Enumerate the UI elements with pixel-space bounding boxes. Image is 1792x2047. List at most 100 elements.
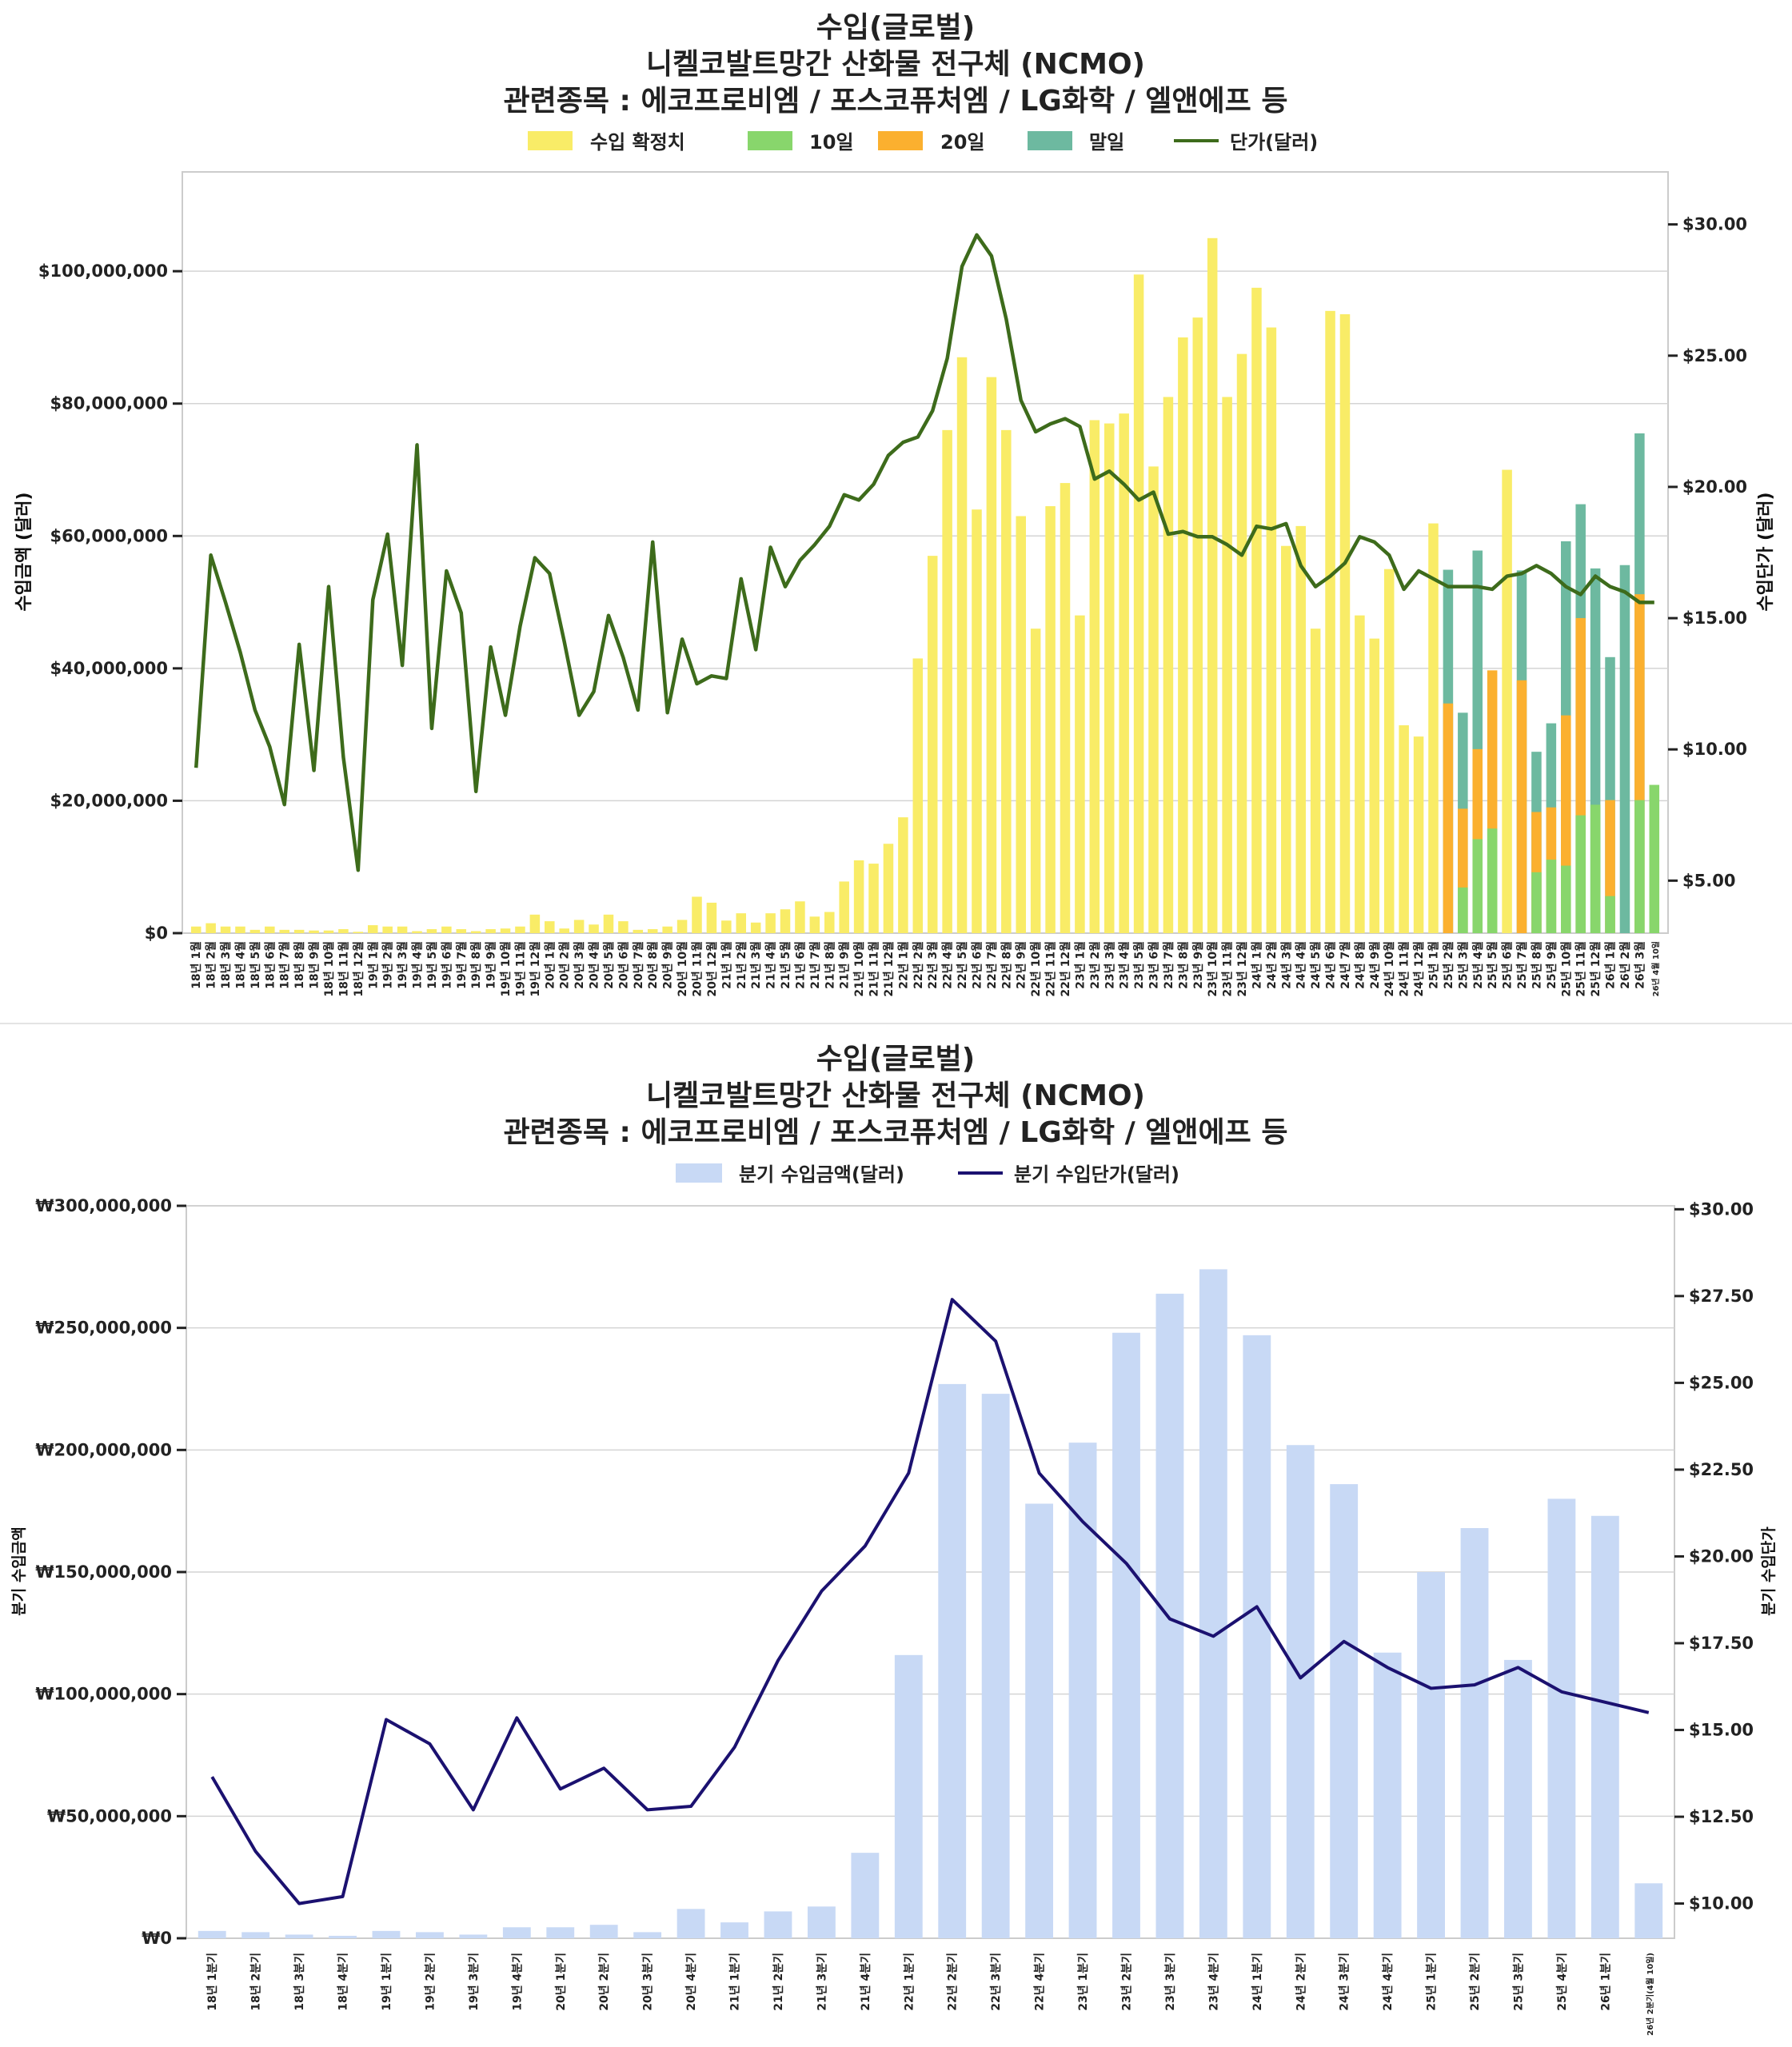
x-tick-label: 23년 3월 xyxy=(1103,941,1116,989)
x-tick-label: 18년 2월 xyxy=(205,941,218,989)
bar-d10 xyxy=(1561,865,1571,933)
x-tick-label: 24년 9월 xyxy=(1368,941,1382,989)
bar-confirmed xyxy=(309,930,319,933)
bar-confirmed xyxy=(456,929,467,933)
x-tick-label: 25년 1분기 xyxy=(1426,1953,1439,2011)
bar-quarter-amount xyxy=(676,1909,705,1938)
x-tick-label: 20년 12월 xyxy=(705,941,719,997)
legend-label-quarter-price: 분기 수입단가(달러) xyxy=(1014,1163,1179,1186)
x-tick-label: 25년 5월 xyxy=(1486,941,1499,989)
x-tick-label: 22년 2분기 xyxy=(947,1953,960,2011)
top-y2-tick-label: $25.00 xyxy=(1682,346,1747,365)
bar-quarter-amount xyxy=(1417,1572,1445,1938)
bottom-title-line-1: 수입(글로벌) xyxy=(816,1043,976,1075)
bar-d10 xyxy=(1590,804,1601,933)
x-tick-label: 22년 12월 xyxy=(1059,941,1072,997)
x-tick-label: 22년 2월 xyxy=(912,941,925,989)
bar-quarter-amount xyxy=(1286,1445,1315,1938)
bar-confirmed xyxy=(190,926,202,933)
x-tick-label: 20년 8월 xyxy=(646,941,660,989)
bar-confirmed xyxy=(1251,287,1262,933)
bar-quarter-amount xyxy=(502,1927,531,1938)
x-tick-label: 26년 2월 xyxy=(1618,941,1632,989)
bar-confirmed xyxy=(545,921,555,933)
x-tick-label: 25년 9월 xyxy=(1545,941,1559,989)
x-tick-label: 18년 8월 xyxy=(293,941,306,989)
x-tick-label: 23년 4분기 xyxy=(1207,1953,1220,2011)
bar-confirmed xyxy=(1310,628,1321,933)
bar-d10 xyxy=(1575,815,1586,933)
x-tick-label: 20년 1월 xyxy=(543,941,557,989)
x-tick-label: 22년 3월 xyxy=(926,941,940,989)
bottom-legend: 분기 수입금액(달러) 분기 수입단가(달러) xyxy=(676,1163,1179,1186)
x-tick-label: 24년 12월 xyxy=(1412,941,1426,997)
bar-confirmed xyxy=(824,912,835,933)
bar-d20 xyxy=(1443,703,1454,933)
bar-quarter-amount xyxy=(894,1654,923,1938)
x-tick-label: 22년 9월 xyxy=(1015,941,1028,989)
x-tick-label: 24년 8월 xyxy=(1353,941,1367,989)
legend-label-price: 단가(달러) xyxy=(1230,131,1318,154)
bar-confirmed xyxy=(529,914,541,933)
x-tick-label: 21년 6월 xyxy=(793,941,807,989)
bar-confirmed xyxy=(265,926,275,933)
bar-confirmed xyxy=(367,925,378,933)
bar-confirmed xyxy=(382,926,393,933)
x-tick-label: 23년 2분기 xyxy=(1120,1953,1133,2011)
bar-quarter-amount xyxy=(589,1925,618,1938)
bar-confirmed xyxy=(338,929,349,933)
x-tick-label: 22년 8월 xyxy=(1000,941,1013,989)
bottom-y-tick-label: ₩50,000,000 xyxy=(47,1806,172,1826)
top-y-tick-label: $100,000,000 xyxy=(38,261,168,281)
bar-quarter-amount xyxy=(1634,1883,1663,1938)
top-title-line-2: 니켈코발트망간 산화물 전구체 (NCMO) xyxy=(646,48,1145,81)
x-tick-label: 24년 4분기 xyxy=(1382,1953,1395,2011)
x-tick-label: 19년 2분기 xyxy=(424,1953,437,2011)
x-tick-label: 18년 11월 xyxy=(337,941,350,997)
bar-confirmed xyxy=(1295,525,1306,933)
bar-confirmed xyxy=(1399,725,1409,933)
x-tick-label: 18년 5월 xyxy=(249,941,262,989)
x-tick-label: 25년 4분기 xyxy=(1556,1953,1569,2011)
bar-quarter-amount xyxy=(1025,1503,1054,1938)
bar-confirmed xyxy=(1119,413,1129,933)
x-tick-label: 26년 4월 10일 xyxy=(1650,941,1661,996)
top-chart-titles: 수입(글로벌) 니켈코발트망간 산화물 전구체 (NCMO) 관련종목 : 에코… xyxy=(504,11,1288,118)
bar-confirmed xyxy=(706,902,717,933)
bottom-y2-tick-label: $30.00 xyxy=(1689,1199,1754,1219)
top-y-tick-label: $60,000,000 xyxy=(50,526,168,545)
x-tick-label: 21년 11월 xyxy=(868,941,881,997)
x-tick-label: 19년 6월 xyxy=(440,941,453,989)
bar-quarter-amount xyxy=(807,1906,836,1938)
top-y2-axis-label: 수입단가 (달러) xyxy=(1756,492,1776,611)
bar-confirmed xyxy=(1207,237,1218,934)
x-tick-label: 18년 3월 xyxy=(219,941,233,989)
bar-confirmed xyxy=(809,916,820,933)
bottom-y-tick-label: ₩250,000,000 xyxy=(35,1319,172,1338)
x-tick-label: 21년 3월 xyxy=(749,941,763,989)
x-tick-label: 20년 4월 xyxy=(588,941,601,989)
bottom-y2-tick-label: $22.50 xyxy=(1689,1460,1754,1479)
bar-confirmed xyxy=(1339,313,1351,933)
x-tick-label: 19년 10월 xyxy=(499,941,513,997)
bar-confirmed xyxy=(956,357,968,934)
top-y-tick-label: $0 xyxy=(145,924,168,943)
x-tick-label: 19년 11월 xyxy=(513,941,527,997)
x-tick-label: 23년 7월 xyxy=(1162,941,1175,989)
bar-confirmed xyxy=(397,926,408,933)
x-tick-label: 25년 8월 xyxy=(1530,941,1543,989)
x-tick-label: 20년 3분기 xyxy=(642,1953,655,2011)
x-tick-label: 23년 3분기 xyxy=(1164,1953,1177,2011)
bar-confirmed xyxy=(1325,310,1335,933)
bar-confirmed xyxy=(1266,327,1277,933)
bar-confirmed xyxy=(603,914,614,933)
x-tick-label: 21년 1월 xyxy=(720,941,733,989)
x-tick-label: 22년 1월 xyxy=(896,941,910,989)
x-tick-label: 19년 4월 xyxy=(411,941,425,989)
x-tick-label: 24년 2분기 xyxy=(1295,1953,1307,2011)
bar-d20 xyxy=(1516,680,1527,933)
bar-confirmed xyxy=(986,377,997,933)
x-tick-label: 20년 11월 xyxy=(690,941,704,997)
bar-confirmed xyxy=(1060,483,1071,933)
